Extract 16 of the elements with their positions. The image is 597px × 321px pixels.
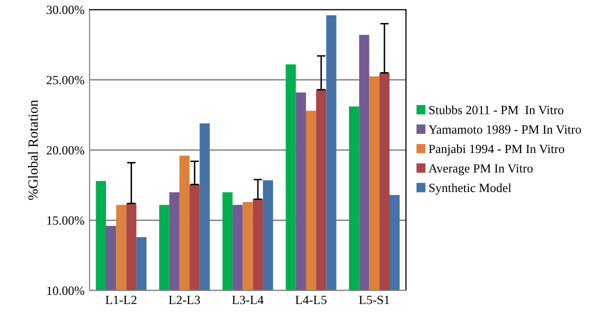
y-tick-label: 15.00%	[47, 216, 84, 225]
y-tick-label: 10.00%	[47, 286, 84, 296]
x-tick-label: L5-S1	[359, 296, 390, 304]
y-tick-label: 30.00%	[46, 6, 84, 14]
y-tick-label: 20.00%	[46, 146, 84, 155]
legend-label: Yamamoto 1989 - PM In Vitro	[428, 125, 581, 134]
x-tick-label: L2-L3	[168, 296, 200, 304]
legend-label: Average PM In Vitro	[428, 164, 533, 176]
legend-label: Panjabi 1994 - PM In Vitro	[428, 144, 564, 156]
x-tick-label: L3-L4	[232, 296, 264, 304]
x-tick-label: L1-L2	[106, 296, 136, 304]
y-tick-label: 25.00%	[46, 76, 84, 84]
x-tick-label: L4-L5	[295, 296, 327, 304]
legend-label: Stubbs 2011 - PM In Vitro	[429, 105, 564, 114]
y-axis-title: %Global Rotation	[28, 100, 38, 200]
legend-label: Synthetic Model	[429, 183, 512, 195]
